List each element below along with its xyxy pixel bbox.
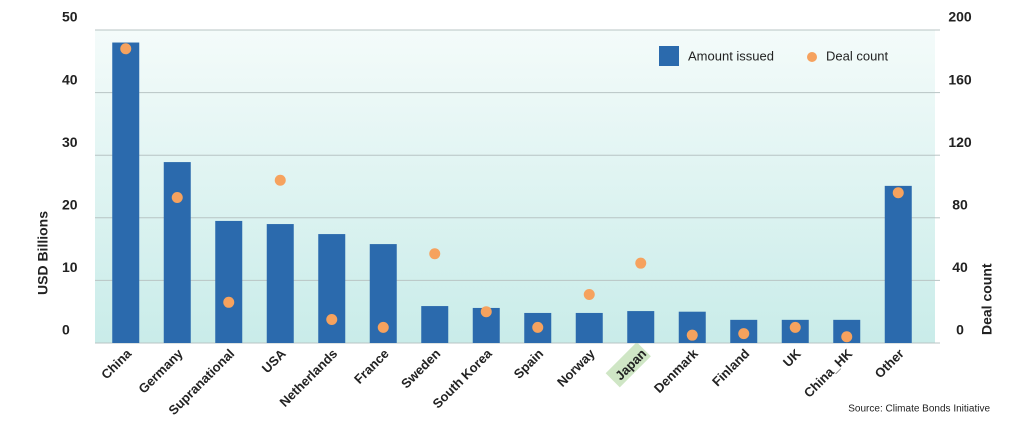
y-tick-label: 10 [62, 259, 78, 275]
dot [480, 306, 492, 318]
dot [686, 329, 698, 341]
y-tick-label: 30 [62, 134, 78, 150]
dot [171, 191, 183, 203]
x-tick-label: France [351, 346, 392, 387]
dot [635, 257, 647, 269]
dot [223, 296, 235, 308]
y2-tick-label: 120 [948, 134, 972, 150]
dot [274, 174, 286, 186]
y2-tick-label: 160 [948, 71, 972, 87]
dot [429, 248, 441, 260]
x-tick-label: UK [780, 346, 804, 370]
dot [532, 321, 544, 333]
y2-tick-label: 200 [948, 9, 972, 25]
x-tick-label: Spain [511, 346, 547, 382]
legend-label: Amount issued [688, 48, 774, 63]
dot [841, 331, 853, 343]
source: Source: Climate Bonds Initiative [848, 404, 990, 415]
highlight [605, 342, 651, 388]
y-tick-label: 40 [62, 71, 78, 87]
y-axis-label: USD Billions [35, 211, 51, 295]
bar [112, 42, 140, 344]
y-tick-label: 20 [62, 197, 78, 213]
y2-axis-label: Deal count [979, 263, 995, 335]
y2-tick-label: 80 [952, 197, 968, 213]
legend-swatch [807, 52, 817, 62]
y-tick-label: 0 [62, 322, 70, 338]
y-tick-label: 50 [62, 9, 78, 25]
bar [627, 311, 655, 343]
x-tick-label: Finland [709, 346, 752, 389]
x-tick-label: USA [259, 346, 289, 376]
x-tick-label: Denmark [651, 345, 701, 395]
dot [326, 314, 338, 326]
x-tick-label: China [98, 345, 135, 382]
dot [583, 288, 595, 300]
bar [215, 220, 243, 343]
x-tick-label: Norway [554, 345, 598, 389]
x-tick-label: China_HK [801, 346, 856, 401]
y2-tick-label: 40 [952, 259, 968, 275]
x-tick-label: Sweden [398, 346, 443, 391]
legend-swatch [659, 46, 679, 66]
bar [163, 162, 191, 343]
y2-tick-label: 0 [956, 322, 964, 338]
bar [318, 234, 346, 343]
bar [884, 185, 912, 343]
dot [789, 321, 801, 333]
x-tick-label: Germany [135, 345, 186, 396]
x-tick-label: Other [872, 346, 907, 381]
dot [892, 187, 904, 199]
dot [120, 43, 132, 55]
dot [377, 321, 389, 333]
bar [266, 224, 294, 343]
legend-label: Deal count [826, 48, 889, 63]
bar [421, 306, 449, 343]
bar [575, 312, 603, 343]
dot [738, 328, 750, 340]
